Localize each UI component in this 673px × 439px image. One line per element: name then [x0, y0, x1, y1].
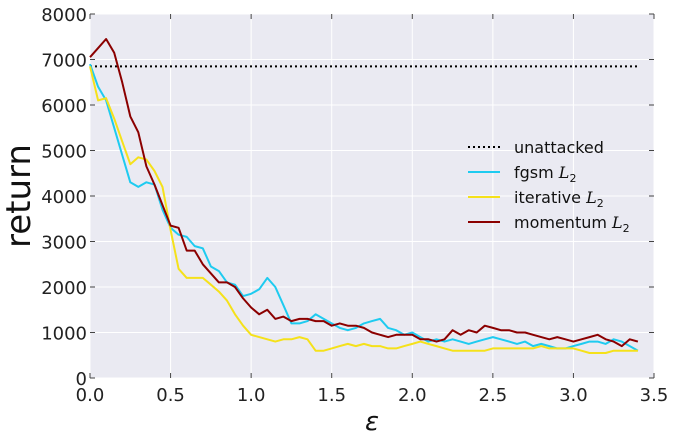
legend-label: momentum L2	[514, 213, 630, 235]
y-axis-label: return	[0, 144, 39, 248]
legend-label: unattacked	[514, 138, 604, 157]
x-axis-label: ε	[365, 407, 379, 437]
legend: unattacked fgsm L2 iterative L2 momentum L2	[468, 138, 630, 235]
x-tick-label: 0.5	[156, 385, 185, 406]
legend-label: fgsm L2	[514, 163, 576, 185]
x-tick-label: 2.5	[479, 385, 508, 406]
y-tick-label: 0	[76, 369, 87, 390]
x-tick-label: 0.0	[76, 385, 105, 406]
y-tick-label: 4000	[41, 187, 87, 208]
series-lines	[89, 38, 639, 354]
y-tick-label: 3000	[41, 233, 87, 254]
y-tick-label: 1000	[41, 324, 87, 345]
x-tick-label: 1.5	[317, 385, 346, 406]
momentum-series-line	[89, 38, 639, 348]
y-tick-label: 6000	[41, 96, 87, 117]
iterative-series-line	[89, 66, 638, 354]
y-tick-label: 5000	[41, 142, 87, 163]
y-tick-label: 7000	[41, 51, 87, 72]
y-tick-label: 8000	[41, 5, 87, 26]
y-tick-label: 2000	[41, 278, 87, 299]
x-tick-label: 3.5	[640, 385, 669, 406]
x-tick-label: 2.0	[398, 385, 427, 406]
x-tick-label: 1.0	[237, 385, 266, 406]
legend-label: iterative L2	[514, 188, 604, 210]
x-tick-label: 3.0	[559, 385, 588, 406]
axes: 0.0 0.5 1.0 1.5 2.0 2.5 3.0 3.5 0 1000 2000 3000 400…	[41, 5, 668, 406]
